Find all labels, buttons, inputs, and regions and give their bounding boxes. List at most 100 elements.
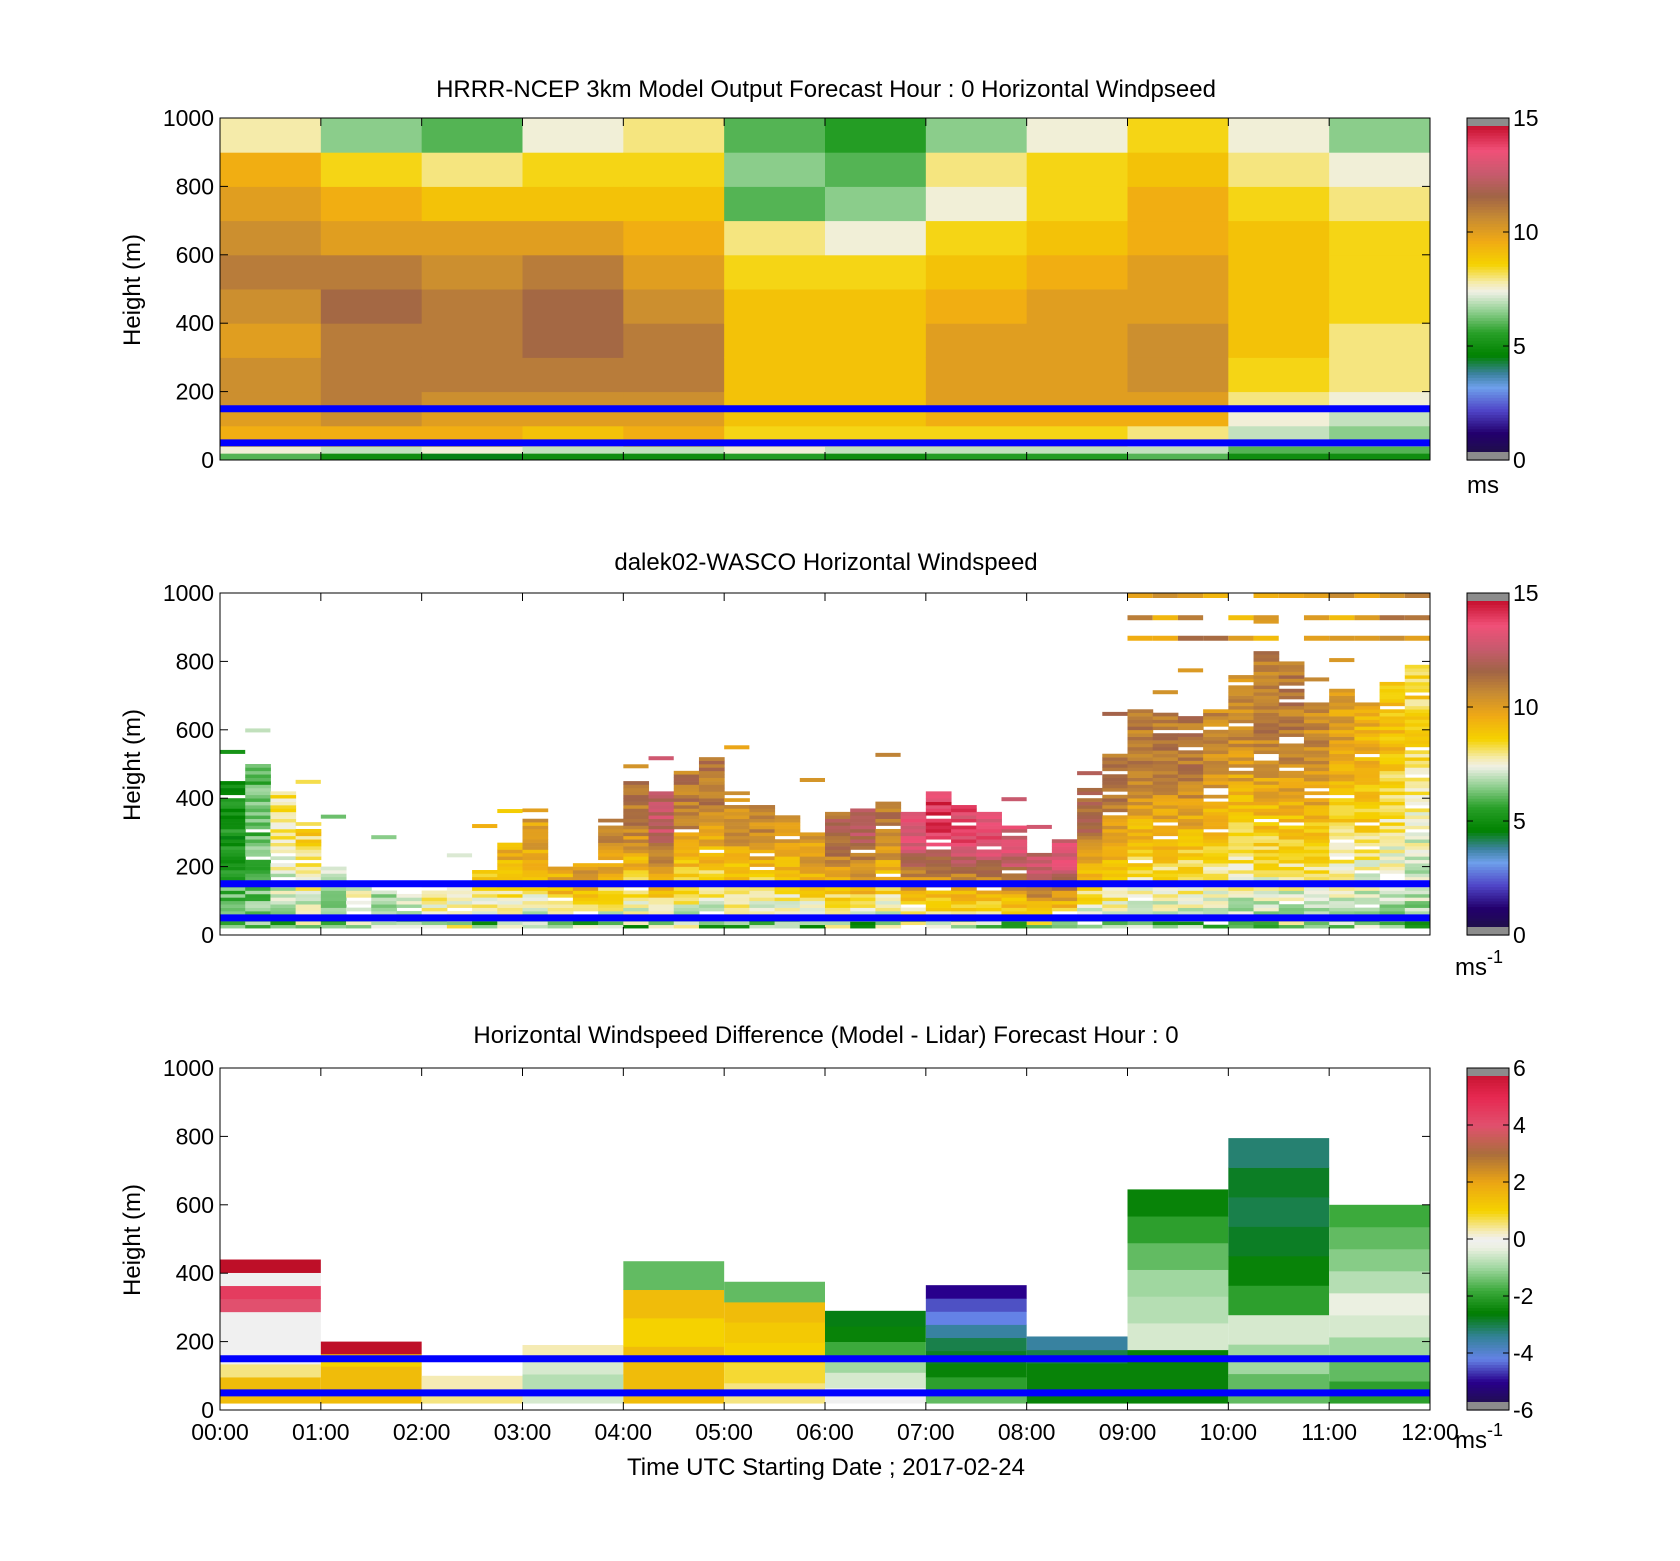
- colorbar-cell: [1467, 729, 1509, 734]
- heatmap-cell: [673, 784, 700, 789]
- heatmap-cell: [1303, 870, 1330, 874]
- colorbar-cell: [1467, 1313, 1509, 1317]
- heatmap-cell: [1152, 866, 1179, 871]
- heatmap-cell: [1329, 787, 1355, 792]
- heatmap-cell: [1152, 856, 1179, 861]
- heatmap-cell: [1329, 1248, 1430, 1272]
- heatmap-cell: [1329, 357, 1431, 393]
- heatmap-cell: [749, 876, 776, 881]
- heatmap-cell: [346, 887, 372, 891]
- heatmap-cell: [850, 808, 876, 813]
- colorbar-cell: [1467, 431, 1509, 435]
- heatmap-cell: [1127, 323, 1229, 358]
- heatmap-cell: [1253, 811, 1280, 816]
- heatmap-cell: [698, 791, 725, 796]
- heatmap-cell: [1329, 118, 1431, 153]
- heatmap-cell: [774, 859, 801, 864]
- heatmap-cell: [1152, 740, 1179, 744]
- heatmap-cell: [825, 254, 927, 290]
- heatmap-cell: [774, 900, 801, 905]
- heatmap-cell: [799, 856, 826, 861]
- heatmap-cell: [623, 852, 650, 857]
- heatmap-cell: [522, 1359, 624, 1375]
- heatmap-cell: [522, 186, 624, 222]
- heatmap-cell: [472, 897, 498, 902]
- colorbar-cell: [1467, 1281, 1509, 1286]
- heatmap-cell: [749, 893, 776, 898]
- heatmap-cell: [1152, 924, 1179, 929]
- heatmap-cell: [1329, 716, 1355, 720]
- heatmap-cell: [1077, 873, 1103, 878]
- heatmap-cell: [1077, 859, 1103, 864]
- heatmap-cell: [346, 924, 372, 929]
- heatmap-cell: [724, 1281, 825, 1303]
- heatmap-cell: [623, 186, 725, 222]
- heatmap-cell: [1051, 897, 1078, 902]
- heatmap-cell: [1127, 733, 1154, 737]
- heatmap-cell: [1354, 808, 1381, 813]
- heatmap-cell: [1404, 664, 1431, 669]
- heatmap-cell: [724, 453, 826, 461]
- colorbar-cell: [1467, 1090, 1509, 1095]
- heatmap-cell: [1127, 719, 1154, 724]
- heatmap-cell: [850, 893, 876, 898]
- heatmap-cell: [220, 1363, 321, 1378]
- heatmap-cell: [497, 876, 523, 881]
- heatmap-cell: [1228, 794, 1255, 799]
- heatmap-cell: [1379, 746, 1406, 751]
- heatmap-cell: [497, 866, 523, 871]
- heatmap-cell: [1203, 784, 1229, 789]
- heatmap-cell: [547, 866, 574, 871]
- heatmap-cell: [1077, 842, 1103, 847]
- colorbar-cell: [1467, 672, 1509, 677]
- heatmap-cell: [774, 842, 801, 847]
- heatmap-cell: [446, 893, 473, 898]
- heatmap-cell: [1152, 907, 1179, 912]
- heatmap-cell: [497, 924, 523, 929]
- heatmap-cell: [572, 924, 599, 929]
- heatmap-cell: [1329, 846, 1355, 850]
- heatmap-cell: [799, 863, 826, 867]
- heatmap-cell: [698, 866, 725, 871]
- heatmap-cell: [1228, 719, 1255, 724]
- heatmap-cell: [270, 801, 297, 806]
- heatmap-cell: [698, 887, 725, 891]
- heatmap-cell: [1177, 719, 1204, 724]
- heatmap-cell: [220, 822, 246, 826]
- heatmap-cell: [1152, 798, 1179, 802]
- heatmap-cell: [1177, 904, 1204, 908]
- colorbar-cell: [1467, 632, 1509, 637]
- heatmap-cell: [472, 873, 498, 878]
- heatmap-cell: [1001, 876, 1028, 881]
- heatmap-cell: [774, 846, 801, 850]
- heatmap-cell: [900, 818, 927, 823]
- heatmap-cell: [245, 787, 271, 792]
- heatmap-cell: [774, 904, 801, 908]
- colorbar-cell: [1467, 761, 1509, 765]
- heatmap-cell: [245, 842, 271, 847]
- heatmap-cell: [1329, 453, 1431, 461]
- heatmap-cell: [1203, 757, 1229, 761]
- heatmap-cell: [1354, 729, 1381, 734]
- colorbar-cell: [1467, 1298, 1509, 1303]
- heatmap-cell: [1203, 907, 1229, 912]
- heatmap-cell: [1228, 774, 1255, 778]
- heatmap-cell: [522, 835, 549, 840]
- heatmap-cell: [1152, 753, 1179, 758]
- title-model: HRRR-NCEP 3km Model Output Forecast Hour…: [436, 76, 1216, 103]
- heatmap-cell: [1354, 924, 1381, 929]
- colorbar-cell: [1467, 180, 1509, 185]
- heatmap-cell: [1253, 770, 1280, 775]
- heatmap-cell: [1152, 849, 1179, 854]
- heatmap-cell: [1404, 702, 1431, 707]
- heatmap-cell: [623, 784, 650, 789]
- heatmap-cell: [1329, 835, 1355, 840]
- colorbar-cap: [1467, 1068, 1509, 1076]
- heatmap-cell: [951, 805, 977, 809]
- heatmap-cell: [1051, 846, 1078, 850]
- heatmap-cell: [1278, 702, 1305, 707]
- heatmap-cell: [648, 900, 675, 905]
- heatmap-cell: [1228, 1314, 1330, 1345]
- heatmap-cell: [1404, 615, 1430, 621]
